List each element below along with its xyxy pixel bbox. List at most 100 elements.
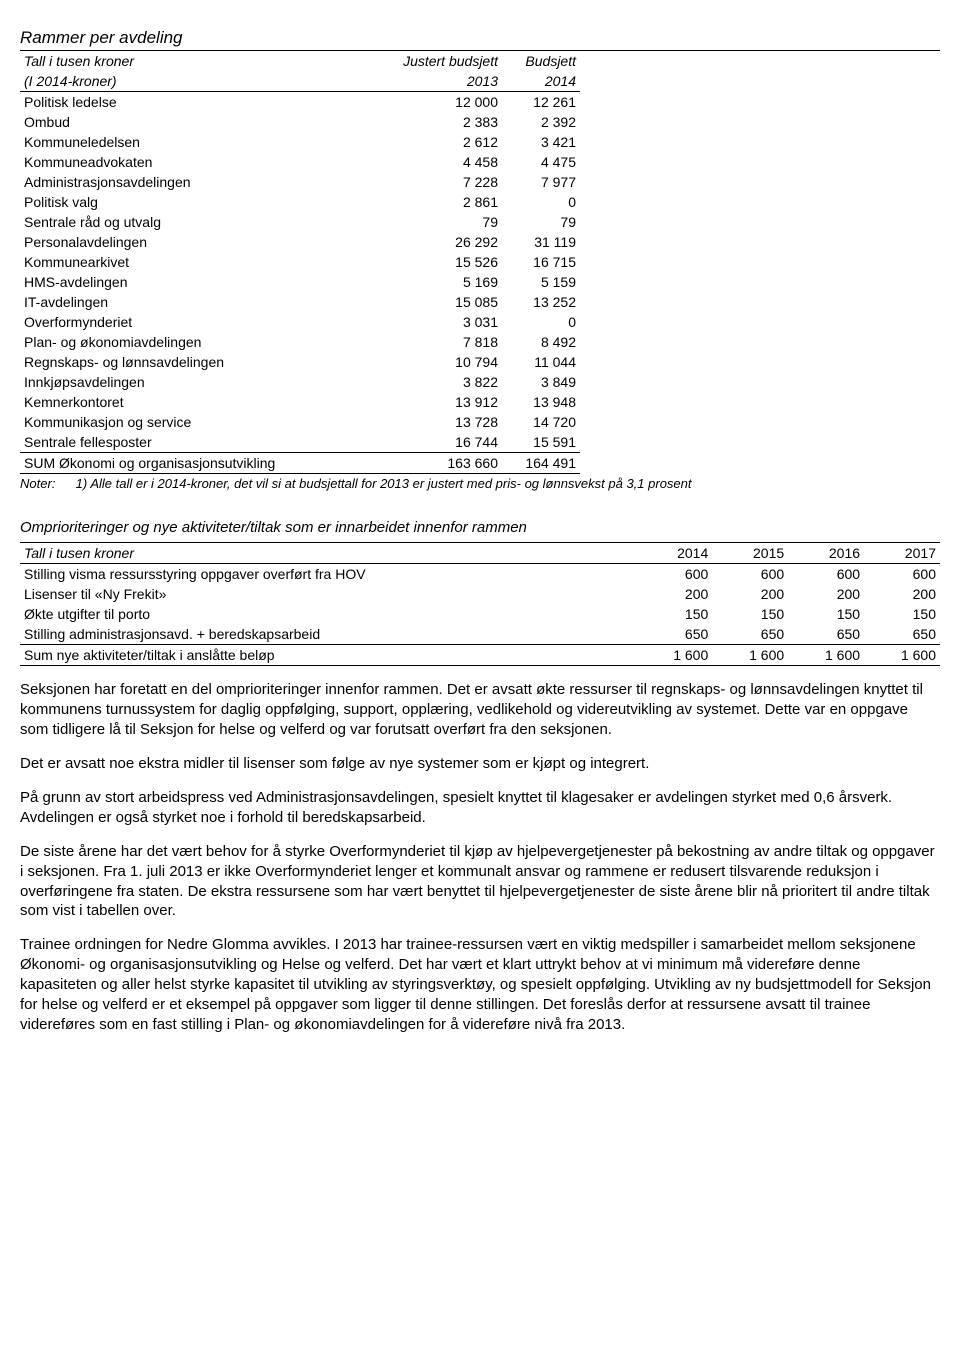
table-row: Kommuneledelsen2 6123 421	[20, 132, 580, 152]
t1-row-label: Ombud	[20, 112, 365, 132]
t1-head-c1-l1: Justert budsjett	[365, 51, 502, 71]
t2-sum-v2: 1 600	[788, 645, 864, 666]
t1-row-v2: 11 044	[502, 352, 580, 372]
t1-row-v1: 2 612	[365, 132, 502, 152]
table1-title: Rammer per avdeling	[20, 28, 940, 48]
t1-row-v1: 26 292	[365, 232, 502, 252]
t2-year-0: 2014	[636, 543, 712, 564]
t1-row-v1: 10 794	[365, 352, 502, 372]
table-row: Ombud2 3832 392	[20, 112, 580, 132]
t1-row-label: Sentrale fellesposter	[20, 432, 365, 453]
body-paragraph: Trainee ordningen for Nedre Glomma avvik…	[20, 935, 940, 1035]
t2-row-val: 600	[712, 564, 788, 585]
t1-row-v2: 5 159	[502, 272, 580, 292]
t2-year-1: 2015	[712, 543, 788, 564]
table-row: Administrasjonsavdelingen7 2287 977	[20, 172, 580, 192]
t1-head-c1-l2: 2013	[365, 71, 502, 92]
table-row: Sentrale råd og utvalg7979	[20, 212, 580, 232]
t2-row-val: 650	[636, 624, 712, 645]
t2-row-val: 200	[636, 584, 712, 604]
t1-row-v1: 3 031	[365, 312, 502, 332]
t1-row-v1: 3 822	[365, 372, 502, 392]
t1-head-c2-l2: 2014	[502, 71, 580, 92]
t1-row-label: Kemnerkontoret	[20, 392, 365, 412]
table-row: Kommunearkivet15 52616 715	[20, 252, 580, 272]
table-row: IT-avdelingen15 08513 252	[20, 292, 580, 312]
t1-row-v2: 3 849	[502, 372, 580, 392]
t1-row-label: Regnskaps- og lønnsavdelingen	[20, 352, 365, 372]
noter-text: 1) Alle tall er i 2014-kroner, det vil s…	[76, 476, 692, 491]
t1-row-v1: 15 526	[365, 252, 502, 272]
t1-row-v1: 2 383	[365, 112, 502, 132]
t2-sum-v3: 1 600	[864, 645, 940, 666]
t1-row-label: Politisk valg	[20, 192, 365, 212]
table2-title: Omprioriteringer og nye aktiviteter/tilt…	[20, 519, 940, 536]
table-row: Politisk valg2 8610	[20, 192, 580, 212]
noter-label: Noter:	[20, 476, 72, 491]
table-row: Stilling visma ressursstyring oppgaver o…	[20, 564, 940, 585]
t1-row-v2: 13 948	[502, 392, 580, 412]
table1: Tall i tusen kroner Justert budsjett Bud…	[20, 51, 580, 474]
t2-row-val: 200	[712, 584, 788, 604]
t2-row-val: 150	[788, 604, 864, 624]
t2-row-val: 200	[864, 584, 940, 604]
t1-row-label: Politisk ledelse	[20, 92, 365, 113]
t1-row-v2: 15 591	[502, 432, 580, 453]
table-row: Lisenser til «Ny Frekit»200200200200	[20, 584, 940, 604]
t1-sum-label: SUM Økonomi og organisasjonsutvikling	[20, 453, 365, 474]
t1-row-v2: 7 977	[502, 172, 580, 192]
t1-row-v2: 16 715	[502, 252, 580, 272]
t1-row-label: Kommunearkivet	[20, 252, 365, 272]
t1-head-left-l2: (I 2014-kroner)	[20, 71, 365, 92]
t2-row-label: Lisenser til «Ny Frekit»	[20, 584, 636, 604]
t2-row-val: 650	[864, 624, 940, 645]
table-row: Innkjøpsavdelingen3 8223 849	[20, 372, 580, 392]
t2-row-val: 150	[864, 604, 940, 624]
t2-row-val: 600	[788, 564, 864, 585]
t1-row-v2: 12 261	[502, 92, 580, 113]
t2-head-left: Tall i tusen kroner	[20, 543, 636, 564]
t1-row-v1: 7 818	[365, 332, 502, 352]
table-row: Kemnerkontoret13 91213 948	[20, 392, 580, 412]
body-paragraph: Seksjonen har foretatt en del ompriorite…	[20, 680, 940, 740]
noter: Noter: 1) Alle tall er i 2014-kroner, de…	[20, 476, 940, 491]
table-row: Overformynderiet3 0310	[20, 312, 580, 332]
t2-row-val: 150	[636, 604, 712, 624]
t2-year-3: 2017	[864, 543, 940, 564]
t1-row-v2: 3 421	[502, 132, 580, 152]
t1-row-label: Kommunikasjon og service	[20, 412, 365, 432]
body-paragraph: Det er avsatt noe ekstra midler til lise…	[20, 754, 940, 774]
t2-sum-label: Sum nye aktiviteter/tiltak i anslåtte be…	[20, 645, 636, 666]
table-row: Kommuneadvokaten4 4584 475	[20, 152, 580, 172]
table-row: Personalavdelingen26 29231 119	[20, 232, 580, 252]
t1-row-v1: 13 912	[365, 392, 502, 412]
t1-row-v2: 13 252	[502, 292, 580, 312]
t1-row-v2: 0	[502, 312, 580, 332]
t1-head-c2-l1: Budsjett	[502, 51, 580, 71]
t2-row-label: Økte utgifter til porto	[20, 604, 636, 624]
t1-sum-v2: 164 491	[502, 453, 580, 474]
table-row: Plan- og økonomiavdelingen7 8188 492	[20, 332, 580, 352]
t1-row-v1: 12 000	[365, 92, 502, 113]
t1-row-v1: 5 169	[365, 272, 502, 292]
t1-row-label: Administrasjonsavdelingen	[20, 172, 365, 192]
t2-row-val: 600	[636, 564, 712, 585]
t1-row-v1: 7 228	[365, 172, 502, 192]
t1-row-v2: 4 475	[502, 152, 580, 172]
t1-row-v1: 15 085	[365, 292, 502, 312]
t1-row-v2: 79	[502, 212, 580, 232]
body-paragraph: De siste årene har det vært behov for å …	[20, 842, 940, 922]
t1-row-label: Personalavdelingen	[20, 232, 365, 252]
t1-row-v1: 4 458	[365, 152, 502, 172]
t2-row-label: Stilling administrasjonsavd. + beredskap…	[20, 624, 636, 645]
table-row: Politisk ledelse12 00012 261	[20, 92, 580, 113]
table-row: Stilling administrasjonsavd. + beredskap…	[20, 624, 940, 645]
table2: Tall i tusen kroner 2014 2015 2016 2017 …	[20, 542, 940, 666]
t1-row-v1: 13 728	[365, 412, 502, 432]
t1-row-v2: 14 720	[502, 412, 580, 432]
t2-sum-v0: 1 600	[636, 645, 712, 666]
table-row: Kommunikasjon og service13 72814 720	[20, 412, 580, 432]
t2-sum-v1: 1 600	[712, 645, 788, 666]
t2-row-val: 650	[788, 624, 864, 645]
t2-row-val: 200	[788, 584, 864, 604]
